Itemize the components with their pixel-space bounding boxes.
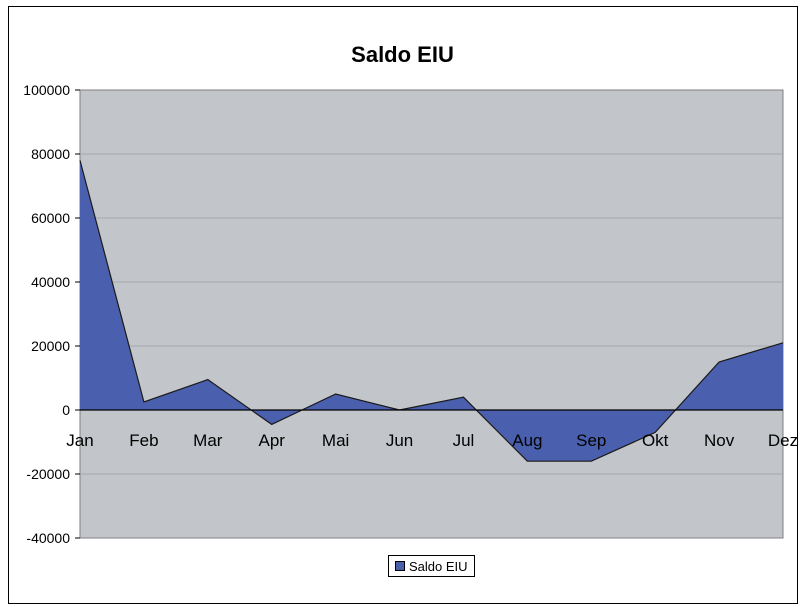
x-tick-label: Dez: [768, 431, 798, 450]
legend-label: Saldo EIU: [409, 558, 468, 574]
x-tick-label: Mar: [193, 431, 223, 450]
x-tick-label: Jul: [453, 431, 475, 450]
plot-area: [79, 89, 784, 539]
chart-title: Saldo EIU: [351, 42, 454, 67]
y-tick-label: 20000: [31, 338, 70, 354]
x-tick-label: Sep: [576, 431, 606, 450]
x-tick-label: Nov: [704, 431, 735, 450]
legend-swatch: [395, 561, 405, 571]
x-tick-label: Jan: [66, 431, 93, 450]
x-tick-label: Feb: [129, 431, 158, 450]
y-tick-label: 40000: [31, 274, 70, 290]
x-tick-label: Apr: [258, 431, 285, 450]
x-tick-label: Mai: [322, 431, 349, 450]
y-tick-label: -40000: [26, 530, 70, 546]
y-tick-label: 80000: [31, 146, 70, 162]
legend: Saldo EIU: [388, 555, 475, 577]
x-tick-label: Aug: [512, 431, 542, 450]
series-line: [79, 160, 784, 462]
x-tick-label: Okt: [642, 431, 669, 450]
y-tick-label: 0: [62, 402, 70, 418]
y-tick-label: 60000: [31, 210, 70, 226]
y-tick-label: 100000: [23, 82, 70, 98]
y-tick-label: -20000: [26, 466, 70, 482]
x-tick-label: Jun: [386, 431, 413, 450]
